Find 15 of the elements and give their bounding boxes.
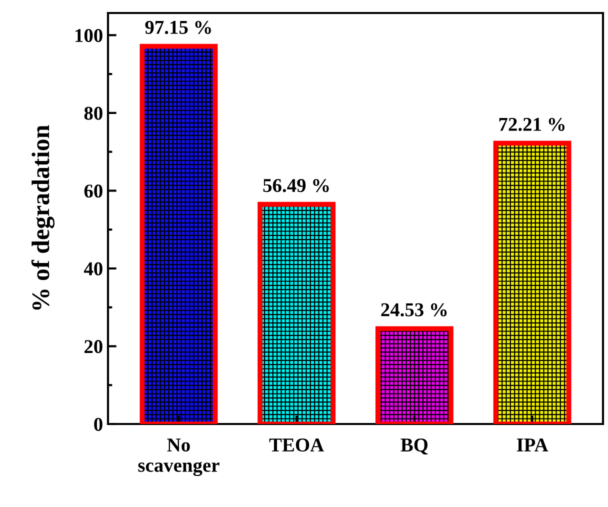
x-tick-label: BQ (400, 438, 428, 455)
x-tick-label: TEOA (269, 438, 324, 452)
x-tick-label: IPA (516, 438, 548, 452)
y-tick-label: 100 (76, 28, 102, 42)
data-label: 97.15 % (145, 20, 211, 34)
y-axis-title: % of degradation (31, 125, 55, 310)
x-tick-label: No scavenger (138, 438, 220, 476)
y-tick-label: 40 (84, 262, 102, 276)
data-label: 56.49 % (263, 178, 329, 192)
y-tick-label: 20 (84, 340, 102, 354)
y-tick-label: 0 (94, 418, 102, 431)
data-label: 24.53 % (381, 303, 447, 316)
data-label: 72.21 % (499, 118, 564, 132)
y-tick-label: 60 (84, 184, 102, 198)
y-tick-label: 80 (84, 106, 102, 120)
